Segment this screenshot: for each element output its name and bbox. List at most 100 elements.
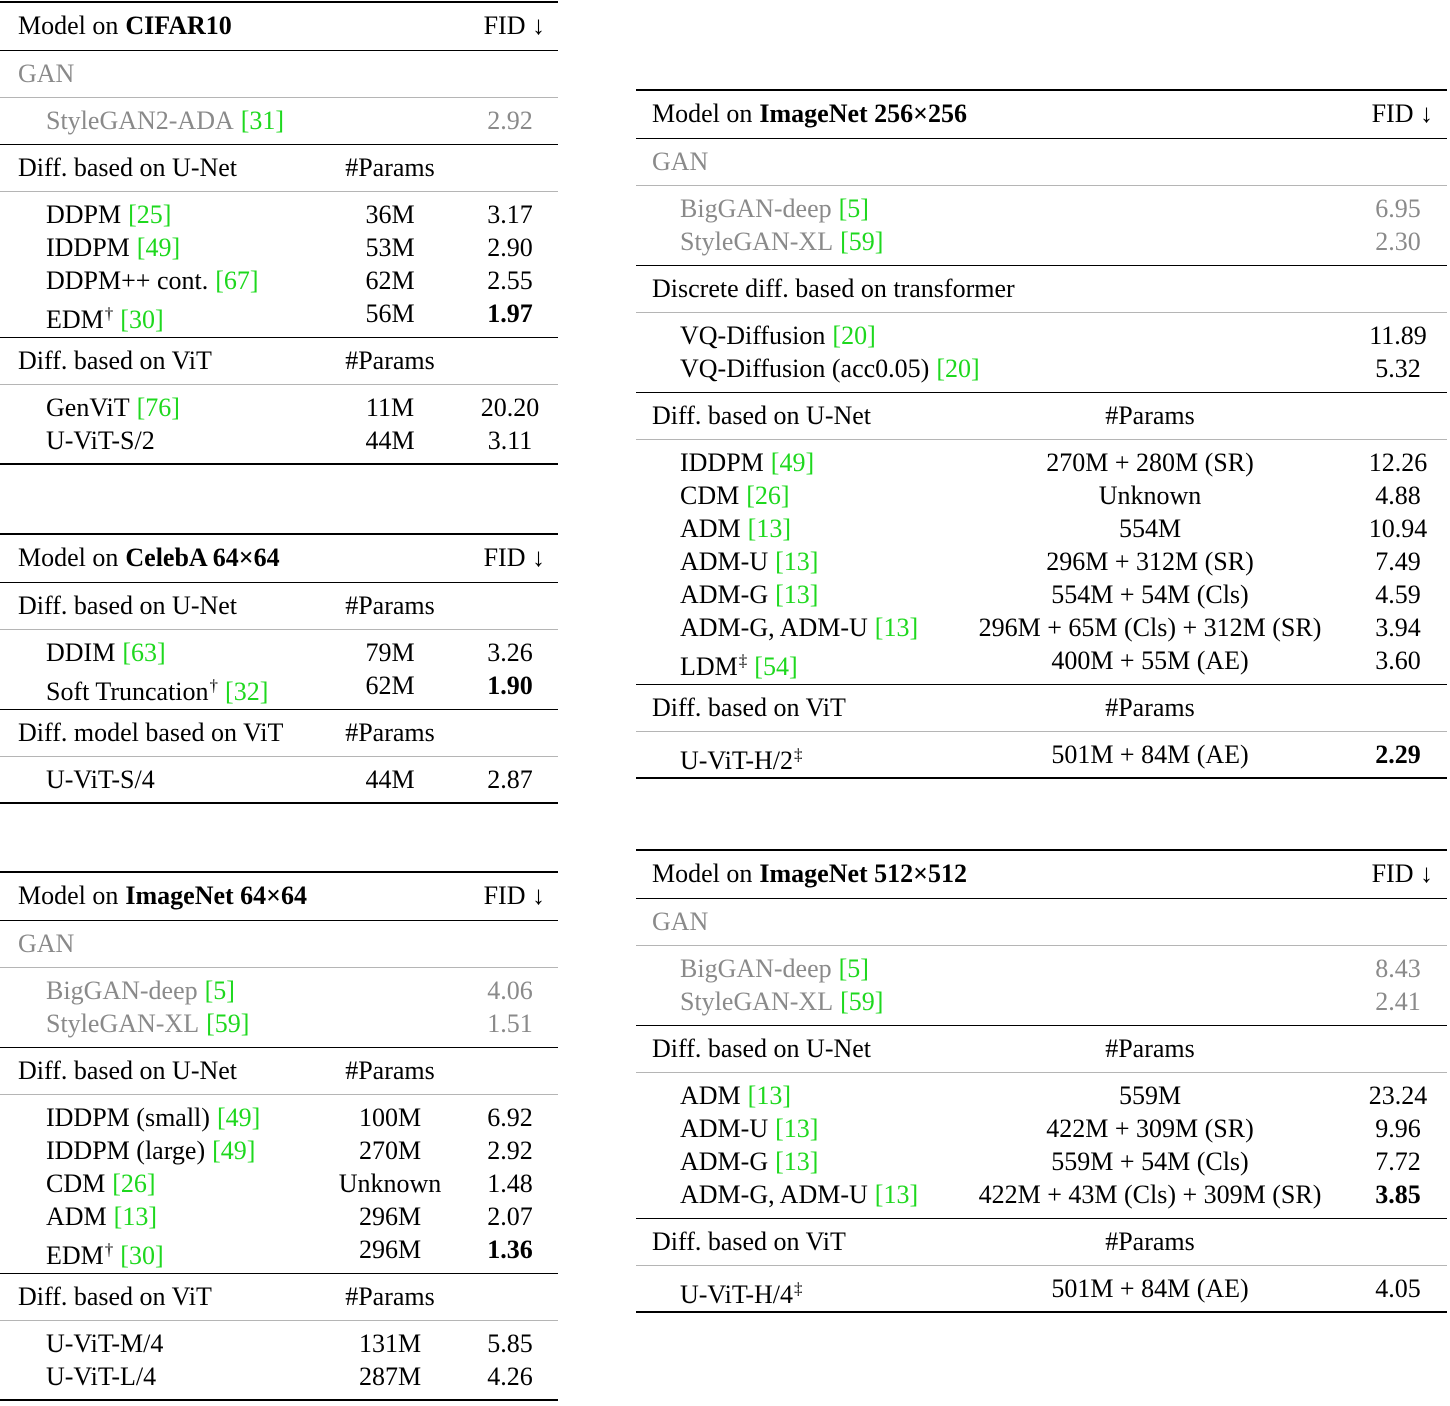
model-name: StyleGAN2-ADA [31] [46,106,284,136]
params: 400M + 55M (AE) [1051,646,1249,675]
params: 501M + 84M (AE) [1051,1274,1249,1303]
model-name: ADM-G, ADM-U [13] [680,613,918,643]
params: 501M + 84M (AE) [1051,740,1249,769]
model-name: VQ-Diffusion [20] [680,321,876,351]
citation: [25] [128,200,172,229]
model-name: BigGAN-deep [5] [680,194,869,224]
model-name: EDM† [30] [46,1235,164,1271]
name: EDM [46,305,104,334]
rule [0,967,558,968]
section-label: GAN [18,59,75,88]
name: DDIM [46,638,116,667]
model-name: StyleGAN-XL [59] [680,987,883,1017]
model-name: ADM-U [13] [680,547,818,577]
footnote-mark: ‡ [794,745,803,764]
name: StyleGAN-XL [46,1009,200,1038]
model-name: GenViT [76] [46,393,180,423]
fid: 3.11 [487,426,533,455]
params: 131M [358,1329,422,1358]
fid: 3.26 [487,638,533,667]
fid: 4.06 [487,976,533,1005]
model-name: ADM [13] [46,1202,157,1232]
fid: 12.26 [1368,448,1428,477]
citation: [13] [874,1180,919,1209]
citation: [59] [840,227,884,256]
footnote-mark: ‡ [738,651,748,670]
rule [636,1311,1447,1313]
fid: 2.41 [1375,987,1421,1016]
model-name: BigGAN-deep [5] [680,954,869,984]
rule [636,777,1447,779]
name: IDDPM (large) [46,1136,206,1165]
params: 44M [365,426,415,455]
name: GenViT [46,393,130,422]
name: IDDPM [680,448,764,477]
params: 62M [365,671,415,700]
params: 422M + 309M (SR) [1046,1114,1254,1143]
metric-header: FID ↓ [1371,859,1433,888]
name: IDDPM (small) [46,1103,210,1132]
citation: [32] [225,677,269,706]
model-name: ADM-G [13] [680,580,818,610]
model-name: ADM [13] [680,1081,791,1111]
fid: 4.05 [1375,1274,1421,1303]
section-label: Diff. based on ViT [652,693,846,722]
fid: 6.92 [487,1103,533,1132]
fid: 4.26 [487,1362,533,1391]
model-name: ADM [13] [680,514,791,544]
citation: [13] [775,1114,819,1143]
params: 270M + 280M (SR) [1046,448,1254,477]
section-label: Diff. based on U-Net [652,1034,872,1063]
fid: 6.95 [1375,194,1421,223]
table-title: Model on CelebA 64×64 [18,543,280,573]
rule [0,582,558,583]
model-name: DDPM++ cont. [67] [46,266,259,296]
name: ADM-G, ADM-U [680,613,868,642]
footnote-mark: † [104,304,114,323]
fid: 2.87 [487,765,533,794]
title-prefix: Model on [18,881,119,910]
params: 559M + 54M (Cls) [1051,1147,1249,1176]
model-name: StyleGAN-XL [59] [46,1009,249,1039]
rule [636,1265,1447,1266]
section-label: GAN [18,929,75,958]
rule [0,463,558,465]
fid: 2.90 [487,233,533,262]
fid: 8.43 [1375,954,1421,983]
rule [0,50,558,51]
citation: [13] [775,580,819,609]
fid: 2.30 [1375,227,1421,256]
footnote-mark: † [104,1240,114,1259]
name: EDM [46,1241,104,1270]
params: Unknown [338,1169,442,1198]
section-label: Diff. model based on ViT [18,718,284,747]
rule [636,684,1447,685]
footnote-mark: † [209,676,219,695]
fid: 1.90 [487,671,533,700]
metric-header: FID ↓ [483,881,545,910]
fid: 2.29 [1375,740,1421,769]
fid: 1.51 [487,1009,533,1038]
model-name: U-ViT-H/2‡ [680,740,803,776]
fid: 23.24 [1368,1081,1428,1110]
name: ADM-G [680,1147,769,1176]
params-header: #Params [1105,1034,1195,1063]
citation: [31] [240,106,285,135]
citation: [20] [936,354,980,383]
name: ADM [680,514,741,543]
params: 296M + 65M (Cls) + 312M (SR) [978,613,1322,642]
title-dataset: CelebA 64×64 [125,543,280,572]
name: StyleGAN2-ADA [46,106,234,135]
fid: 7.72 [1375,1147,1421,1176]
citation: [49] [770,448,815,477]
citation: [49] [136,233,181,262]
citation: [5] [838,954,869,983]
name: ADM-U [680,547,769,576]
model-name: VQ-Diffusion (acc0.05) [20] [680,354,980,384]
fid: 3.17 [487,200,533,229]
fid: 1.48 [487,1169,533,1198]
name: StyleGAN-XL [680,987,834,1016]
table-title: Model on ImageNet 64×64 [18,881,307,911]
name: ADM-G [680,580,769,609]
title-dataset: ImageNet 64×64 [125,881,307,910]
